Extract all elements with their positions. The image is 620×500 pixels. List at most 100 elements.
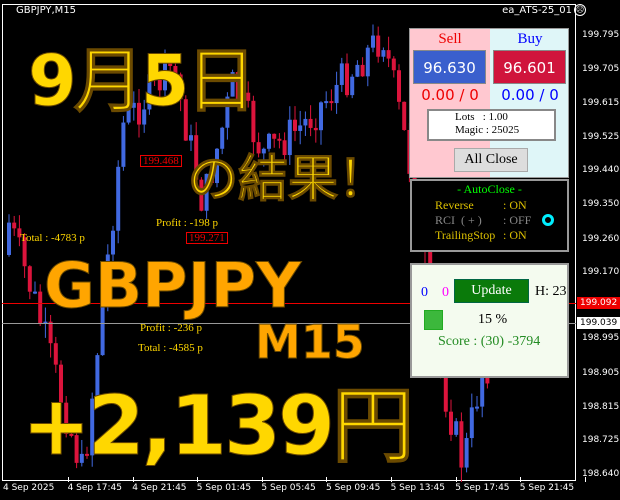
lots-value: Lots : 1.00 xyxy=(455,111,508,123)
time-axis-label: 4 Sep 21:45 xyxy=(132,483,187,493)
candle-body xyxy=(48,321,53,344)
candle-body xyxy=(22,237,27,267)
time-axis-label: 5 Sep 21:45 xyxy=(519,483,575,493)
sell-button[interactable]: 96.630 xyxy=(413,50,486,84)
price-box-label: 199.271 xyxy=(186,232,228,244)
candle-body xyxy=(324,101,329,104)
total-label: Total : -4585 p xyxy=(138,342,203,354)
time-axis-label: 5 Sep 17:45 xyxy=(455,483,510,493)
time-axis-tick xyxy=(197,477,199,482)
autoclose-rci-label: RCI ( + ) xyxy=(435,213,482,227)
candle-body xyxy=(402,101,407,130)
autoclose-rci-value[interactable]: : OFF xyxy=(503,213,532,227)
candle-body xyxy=(59,364,63,403)
candle-body xyxy=(142,109,147,125)
update-button[interactable]: Update xyxy=(454,279,529,303)
candle-body xyxy=(339,63,344,85)
autoclose-reverse-value[interactable]: : ON xyxy=(503,198,527,212)
candle-body xyxy=(282,140,287,156)
candle-body xyxy=(183,99,188,141)
candle-body xyxy=(194,135,199,180)
ea-name: ea_ATS-25_01 xyxy=(502,5,572,16)
candle-body xyxy=(319,102,323,131)
candle-body xyxy=(105,254,110,302)
candle-body xyxy=(12,222,17,229)
current-price-line xyxy=(2,323,576,324)
candle-body xyxy=(464,438,469,468)
price-axis-label: 198.815 xyxy=(582,402,620,412)
current-price-tag: 199.039 xyxy=(577,317,620,329)
count-blue: 0 xyxy=(421,285,428,300)
total-label: Total : -4783 p xyxy=(20,232,85,244)
price-axis-label: 198.640 xyxy=(582,469,620,479)
buy-header: Buy xyxy=(517,31,543,47)
candle-body xyxy=(313,127,318,131)
candle-body xyxy=(189,135,193,141)
candle-body xyxy=(230,72,235,97)
profit-label: Profit : -236 p xyxy=(140,322,203,334)
candle-body xyxy=(235,72,240,102)
candle-body xyxy=(350,76,355,96)
count-magenta: 0 xyxy=(442,285,449,300)
percent-label: 15 % xyxy=(478,312,508,327)
time-axis-tick xyxy=(261,477,263,482)
time-axis-label: 5 Sep 05:45 xyxy=(261,483,316,493)
candle-body xyxy=(329,101,334,104)
candle-body xyxy=(246,92,251,101)
buy-button[interactable]: 96.601 xyxy=(493,50,566,84)
candle-body xyxy=(371,35,375,48)
autoclose-title: - AutoClose - xyxy=(457,182,522,196)
status-square xyxy=(424,310,443,330)
autoclose-panel: - AutoClose - Reverse : ON RCI ( + ) : O… xyxy=(410,179,569,252)
candle-body xyxy=(376,35,381,57)
candle-body xyxy=(90,398,95,456)
candle-body xyxy=(272,133,277,139)
buy-pl: 0.00 / 0 xyxy=(501,86,559,104)
candle-body xyxy=(157,75,162,91)
price-axis-label: 199.525 xyxy=(582,132,620,142)
status-panel: 0 0 Update H: 23 15 % Score : (30) -3794 xyxy=(410,263,569,378)
candle-body xyxy=(256,142,261,154)
candle-body xyxy=(298,125,303,131)
candle-body xyxy=(459,421,464,468)
candle-body xyxy=(111,230,115,255)
sad-face-icon: ☹ xyxy=(574,4,586,16)
time-axis-label: 4 Sep 17:45 xyxy=(67,483,122,493)
candle-body xyxy=(163,54,167,91)
candle-body xyxy=(27,266,32,292)
price-box-label: 199.468 xyxy=(140,155,182,167)
candle-body xyxy=(85,453,89,456)
candle-body xyxy=(469,407,474,439)
price-axis-label: 198.905 xyxy=(582,368,620,378)
overlay-amount: +2,139円 xyxy=(21,379,414,474)
price-axis-label: 199.260 xyxy=(582,234,620,244)
candle-body xyxy=(116,166,121,231)
rci-toggle-icon[interactable] xyxy=(542,214,554,226)
time-axis-tick xyxy=(455,477,457,482)
price-chart[interactable] xyxy=(2,4,576,482)
hours-label: H: 23 xyxy=(535,284,567,299)
candle-body xyxy=(204,173,209,211)
candle-body xyxy=(293,119,297,131)
time-axis-tick xyxy=(391,477,392,482)
all-close-button[interactable]: All Close xyxy=(454,148,528,172)
overlay-pair: GBPJPY xyxy=(44,249,302,322)
price-axis-label: 199.795 xyxy=(582,30,620,40)
candle-body xyxy=(241,92,245,102)
autoclose-reverse-label: Reverse xyxy=(435,198,474,212)
candle-body xyxy=(33,291,37,294)
candle-body xyxy=(443,368,448,412)
candle-body xyxy=(43,321,48,324)
trade-panel: Sell Buy 96.630 96.601 0.00 / 0 0.00 / 0… xyxy=(409,28,569,178)
autoclose-trailing-value[interactable]: : ON xyxy=(503,228,527,242)
price-axis-label: 199.705 xyxy=(582,64,620,74)
overlay-timeframe: M15 xyxy=(255,315,366,369)
candle-body xyxy=(225,96,230,128)
time-axis-tick xyxy=(520,477,522,482)
candle-body xyxy=(38,291,43,324)
sell-pl: 0.00 / 0 xyxy=(421,86,479,104)
candle-body xyxy=(391,58,396,71)
candle-body xyxy=(95,355,100,399)
time-axis-tick xyxy=(132,477,134,482)
candle-body xyxy=(386,50,391,59)
